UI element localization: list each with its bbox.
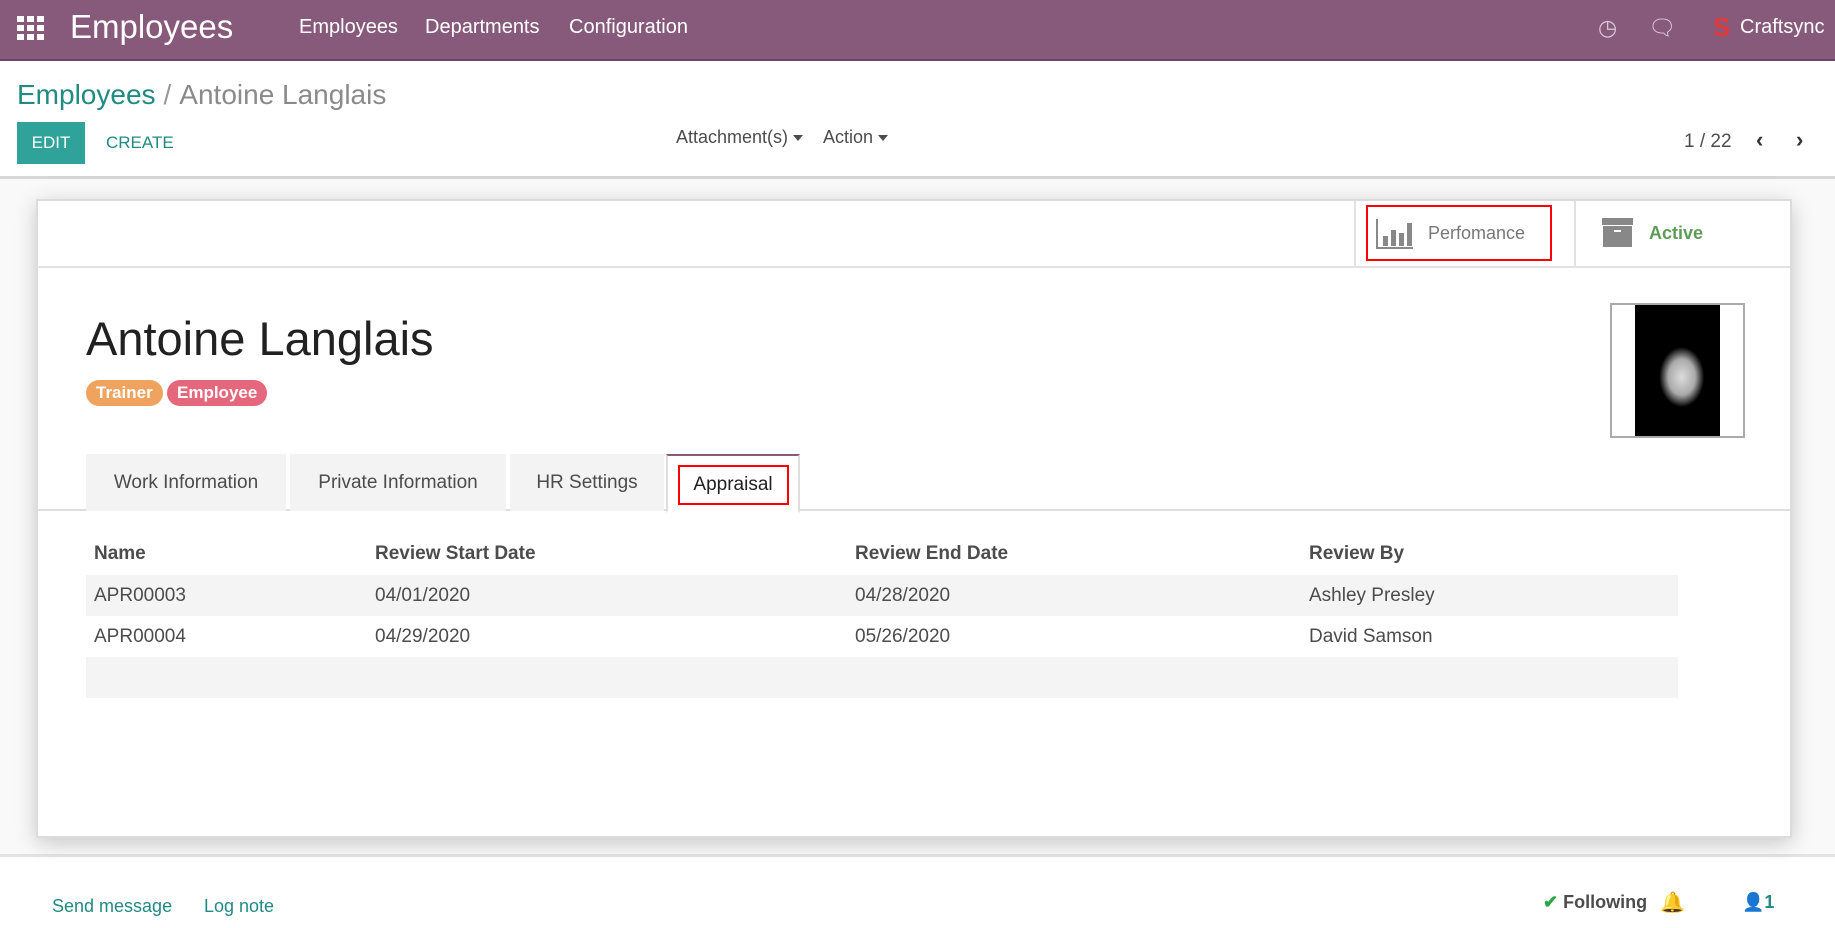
employee-name: Antoine Langlais [86,312,434,365]
chevron-left-icon[interactable]: ‹ [1756,127,1764,152]
followers-button[interactable]: 👤1 [1742,892,1774,913]
control-panel: Employees / Antoine Langlais EDIT CREATE A… [0,61,1835,179]
archive-icon [1602,218,1633,247]
user-icon: 👤 [1742,892,1765,912]
notebook-tabs: Work Information Private Information HR … [38,454,1790,513]
cell-end-date: 04/28/2020 [847,575,1301,616]
chat-icon[interactable]: 🗨 [1648,15,1676,40]
table-row[interactable]: APR00003 04/01/2020 04/28/2020 Ashley Pr… [86,575,1678,616]
edit-button[interactable]: EDIT [17,122,85,164]
tag-trainer: Trainer [86,380,163,406]
column-header[interactable]: Review Start Date [375,543,536,564]
active-label: Active [1649,223,1704,243]
breadcrumb-separator: / [163,79,172,110]
action-dropdown[interactable]: Action [823,127,888,148]
table-header: Name Review Start Date Review End Date R… [86,533,1678,575]
menu-departments[interactable]: Departments [425,16,540,38]
avatar-image [1635,305,1720,436]
tab-private-information[interactable]: Private Information [290,454,506,511]
tag-employee: Employee [167,380,268,406]
chevron-right-icon[interactable]: › [1796,127,1804,152]
following-label: Following [1563,892,1648,912]
performance-label: Perfomance [1428,223,1526,243]
cell-start-date: 04/01/2020 [367,575,847,616]
employee-form-sheet: Perfomance Active Antoine Langlais Train… [36,199,1792,838]
breadcrumb-current: Antoine Langlais [179,79,387,110]
employee-avatar[interactable] [1610,303,1745,438]
table-empty-row [86,657,1678,698]
table-row[interactable]: APR00004 04/29/2020 05/26/2020 David Sam… [86,616,1678,657]
cell-name: APR00004 [94,625,186,647]
user-menu[interactable]: Craftsync [1740,16,1825,38]
active-toggle-button[interactable]: Active [1574,201,1792,266]
log-note-button[interactable]: Log note [204,896,275,916]
breadcrumb-parent[interactable]: Employees [17,79,156,110]
column-header[interactable]: Review By [1309,543,1405,564]
send-message-button[interactable]: Send message [52,896,173,916]
followers-count: 1 [1764,892,1775,912]
cell-name: APR00003 [86,575,367,616]
appraisal-table: Name Review Start Date Review End Date R… [86,533,1678,698]
button-box: Perfomance Active [38,201,1790,268]
bell-icon[interactable]: 🔔 [1660,892,1685,914]
breadcrumb: Employees / Antoine Langlais [17,79,386,111]
cell-start-date: 04/29/2020 [375,625,471,647]
create-button[interactable]: CREATE [106,133,174,152]
menu-employees[interactable]: Employees [299,16,398,38]
following-button[interactable]: ✔ Following [1543,892,1647,913]
check-icon: ✔ [1543,892,1559,912]
app-title: Employees [70,8,234,45]
column-header[interactable]: Review End Date [855,543,1009,564]
bar-chart-icon [1376,219,1413,249]
highlight-box [1366,205,1552,261]
tab-hr-settings[interactable]: HR Settings [510,454,664,511]
top-navbar: Employees Employees Departments Configur… [0,0,1835,61]
pager-value[interactable]: 1 / 22 [1684,131,1732,152]
column-header[interactable]: Name [94,543,146,564]
highlight-box [678,465,789,505]
tab-work-information[interactable]: Work Information [86,454,286,511]
cell-review-by: Ashley Presley [1301,575,1678,616]
performance-button[interactable]: Perfomance [1354,201,1574,266]
clock-icon[interactable]: ◷ [1598,15,1618,40]
cell-review-by: David Samson [1309,625,1433,647]
attachments-dropdown[interactable]: Attachment(s) [676,127,803,148]
cell-end-date: 05/26/2020 [855,625,951,647]
menu-configuration[interactable]: Configuration [569,16,688,38]
company-logo-icon: S [1713,12,1731,42]
apps-grid-icon[interactable] [17,16,45,40]
